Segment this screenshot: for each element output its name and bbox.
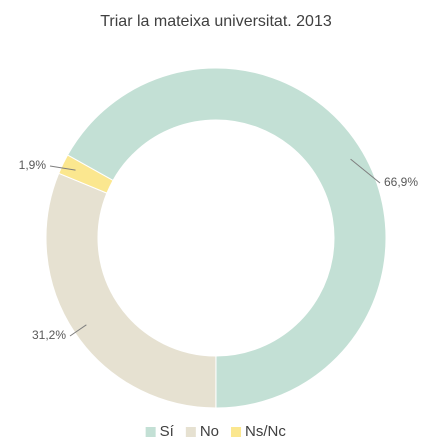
data-label: 1,9%	[19, 158, 47, 172]
leader-line	[49, 165, 76, 171]
leader-line	[350, 158, 381, 184]
leader-line	[69, 324, 87, 337]
donut-slice	[66, 67, 387, 409]
legend-swatch	[231, 427, 242, 437]
data-label: 66,9%	[384, 175, 418, 189]
donut-slice	[58, 154, 114, 194]
legend-label: No	[200, 423, 219, 440]
donut-slice	[45, 172, 217, 409]
legend-label: Ns/Nc	[245, 423, 286, 440]
data-label: 31,2%	[32, 328, 66, 342]
legend-swatch	[185, 427, 196, 437]
chart-title: Triar la mateixa universitat. 2013	[100, 13, 332, 30]
legend-swatch	[145, 427, 156, 437]
legend: Sí No Ns/Nc	[145, 423, 286, 440]
legend-label: Sí	[160, 423, 175, 440]
